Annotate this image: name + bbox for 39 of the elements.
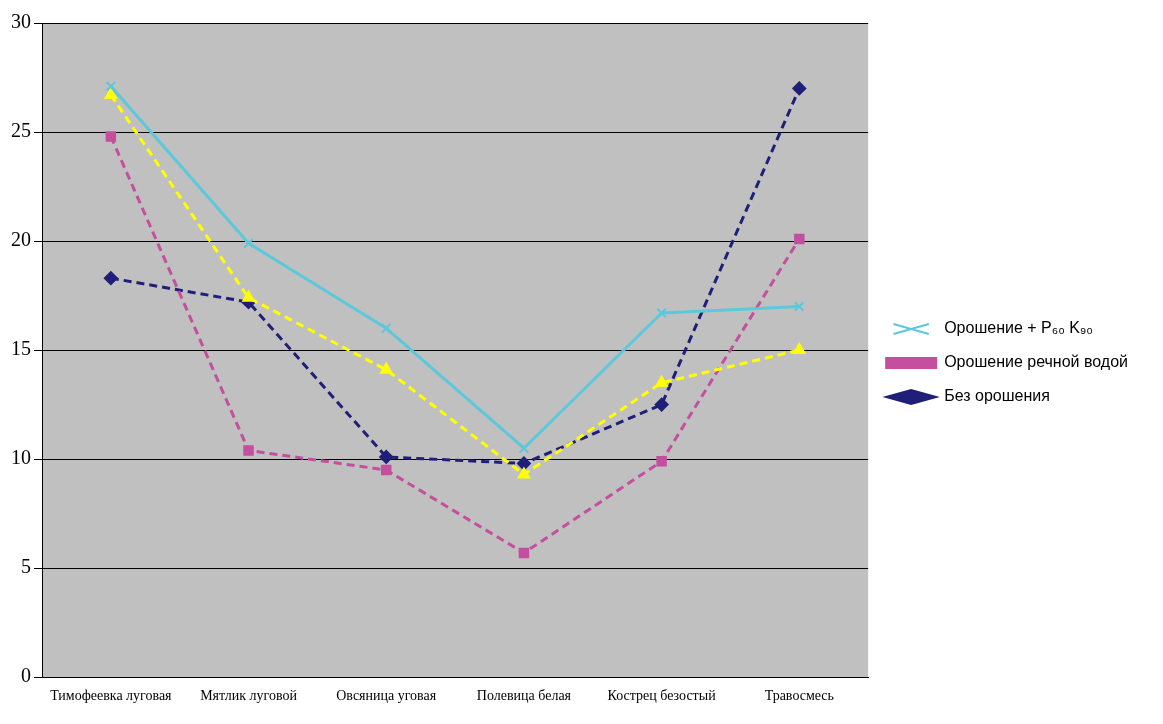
y-tick-label: 0 xyxy=(21,664,31,687)
x-tick-label: Травосмесь xyxy=(764,688,834,704)
point xyxy=(792,81,807,96)
point xyxy=(794,301,805,312)
point xyxy=(380,362,393,374)
x-tick-label: Тимофеевка луговая xyxy=(50,688,173,704)
x-tick-label: Кострец безостый xyxy=(607,688,717,704)
point xyxy=(103,271,118,286)
y-tick-label: 15 xyxy=(11,337,31,360)
point xyxy=(243,238,254,249)
legend-label: Без орошения xyxy=(944,387,1050,405)
point xyxy=(380,464,392,476)
point xyxy=(242,290,255,302)
point xyxy=(243,445,254,456)
x-tick-label: Овсяница уговая xyxy=(336,688,437,704)
point xyxy=(380,323,392,334)
legend-label: Орошение речной водой xyxy=(944,353,1129,371)
point xyxy=(655,375,668,387)
y-tick-label: 25 xyxy=(11,119,31,142)
point xyxy=(656,456,667,467)
point xyxy=(105,131,117,142)
point xyxy=(656,307,667,319)
point xyxy=(105,81,117,92)
point xyxy=(104,87,118,99)
legend-label: Орошение + P₆₀ K₉₀ xyxy=(944,319,1093,337)
point xyxy=(379,449,394,464)
point xyxy=(654,397,669,412)
y-tick-label: 30 xyxy=(11,10,31,33)
point xyxy=(794,233,805,245)
y-tick-label: 20 xyxy=(11,228,31,251)
x-tick-label: Полевица белая xyxy=(476,688,572,704)
point xyxy=(517,467,531,479)
point xyxy=(793,343,806,355)
point xyxy=(518,547,530,559)
x-tick-label: Мятлик луговой xyxy=(200,688,298,704)
point xyxy=(516,456,531,471)
point xyxy=(518,442,530,454)
y-tick-label: 5 xyxy=(21,555,31,578)
y-tick-label: 10 xyxy=(11,446,31,469)
